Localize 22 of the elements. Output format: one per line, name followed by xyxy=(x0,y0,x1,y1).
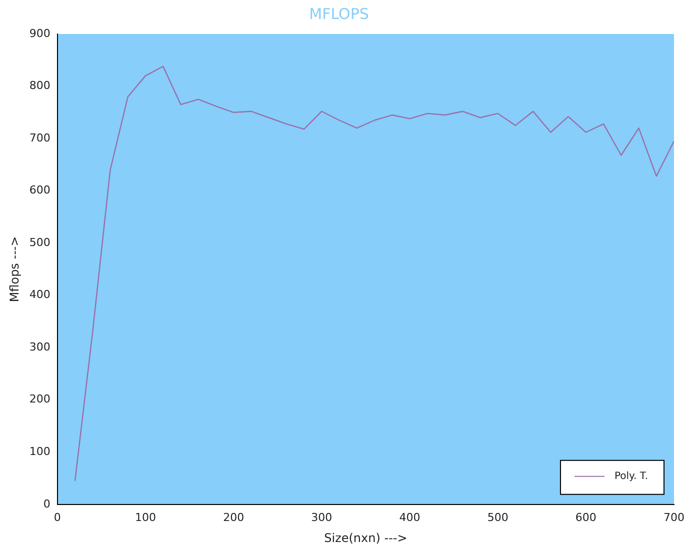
x-axis-title: Size(nxn) ---> xyxy=(324,530,408,545)
y-tick-label: 500 xyxy=(29,236,50,249)
x-tick-label: 600 xyxy=(575,510,596,524)
y-tick-label: 300 xyxy=(29,340,50,354)
x-tick-label: 100 xyxy=(134,510,156,524)
y-tick-label: 600 xyxy=(29,184,50,197)
x-tick-label: 700 xyxy=(664,510,684,524)
x-tick-label: 300 xyxy=(311,510,332,524)
y-tick-label: 700 xyxy=(29,131,50,144)
y-tick-label: 200 xyxy=(29,392,50,406)
x-tick-label: 0 xyxy=(54,510,61,524)
chart-title: MFLOPS xyxy=(309,4,369,23)
x-tick-label: 500 xyxy=(487,510,508,524)
x-tick-label: 200 xyxy=(223,510,244,524)
y-tick-label: 0 xyxy=(43,497,50,510)
legend-label: Poly. T. xyxy=(614,470,648,482)
x-tick-label: 400 xyxy=(399,510,420,524)
y-tick-label: 800 xyxy=(29,79,50,92)
y-tick-label: 900 xyxy=(29,26,50,40)
y-axis-title: Mflops ---> xyxy=(7,236,22,302)
y-tick-label: 100 xyxy=(29,444,50,458)
y-tick-label: 400 xyxy=(29,288,50,302)
